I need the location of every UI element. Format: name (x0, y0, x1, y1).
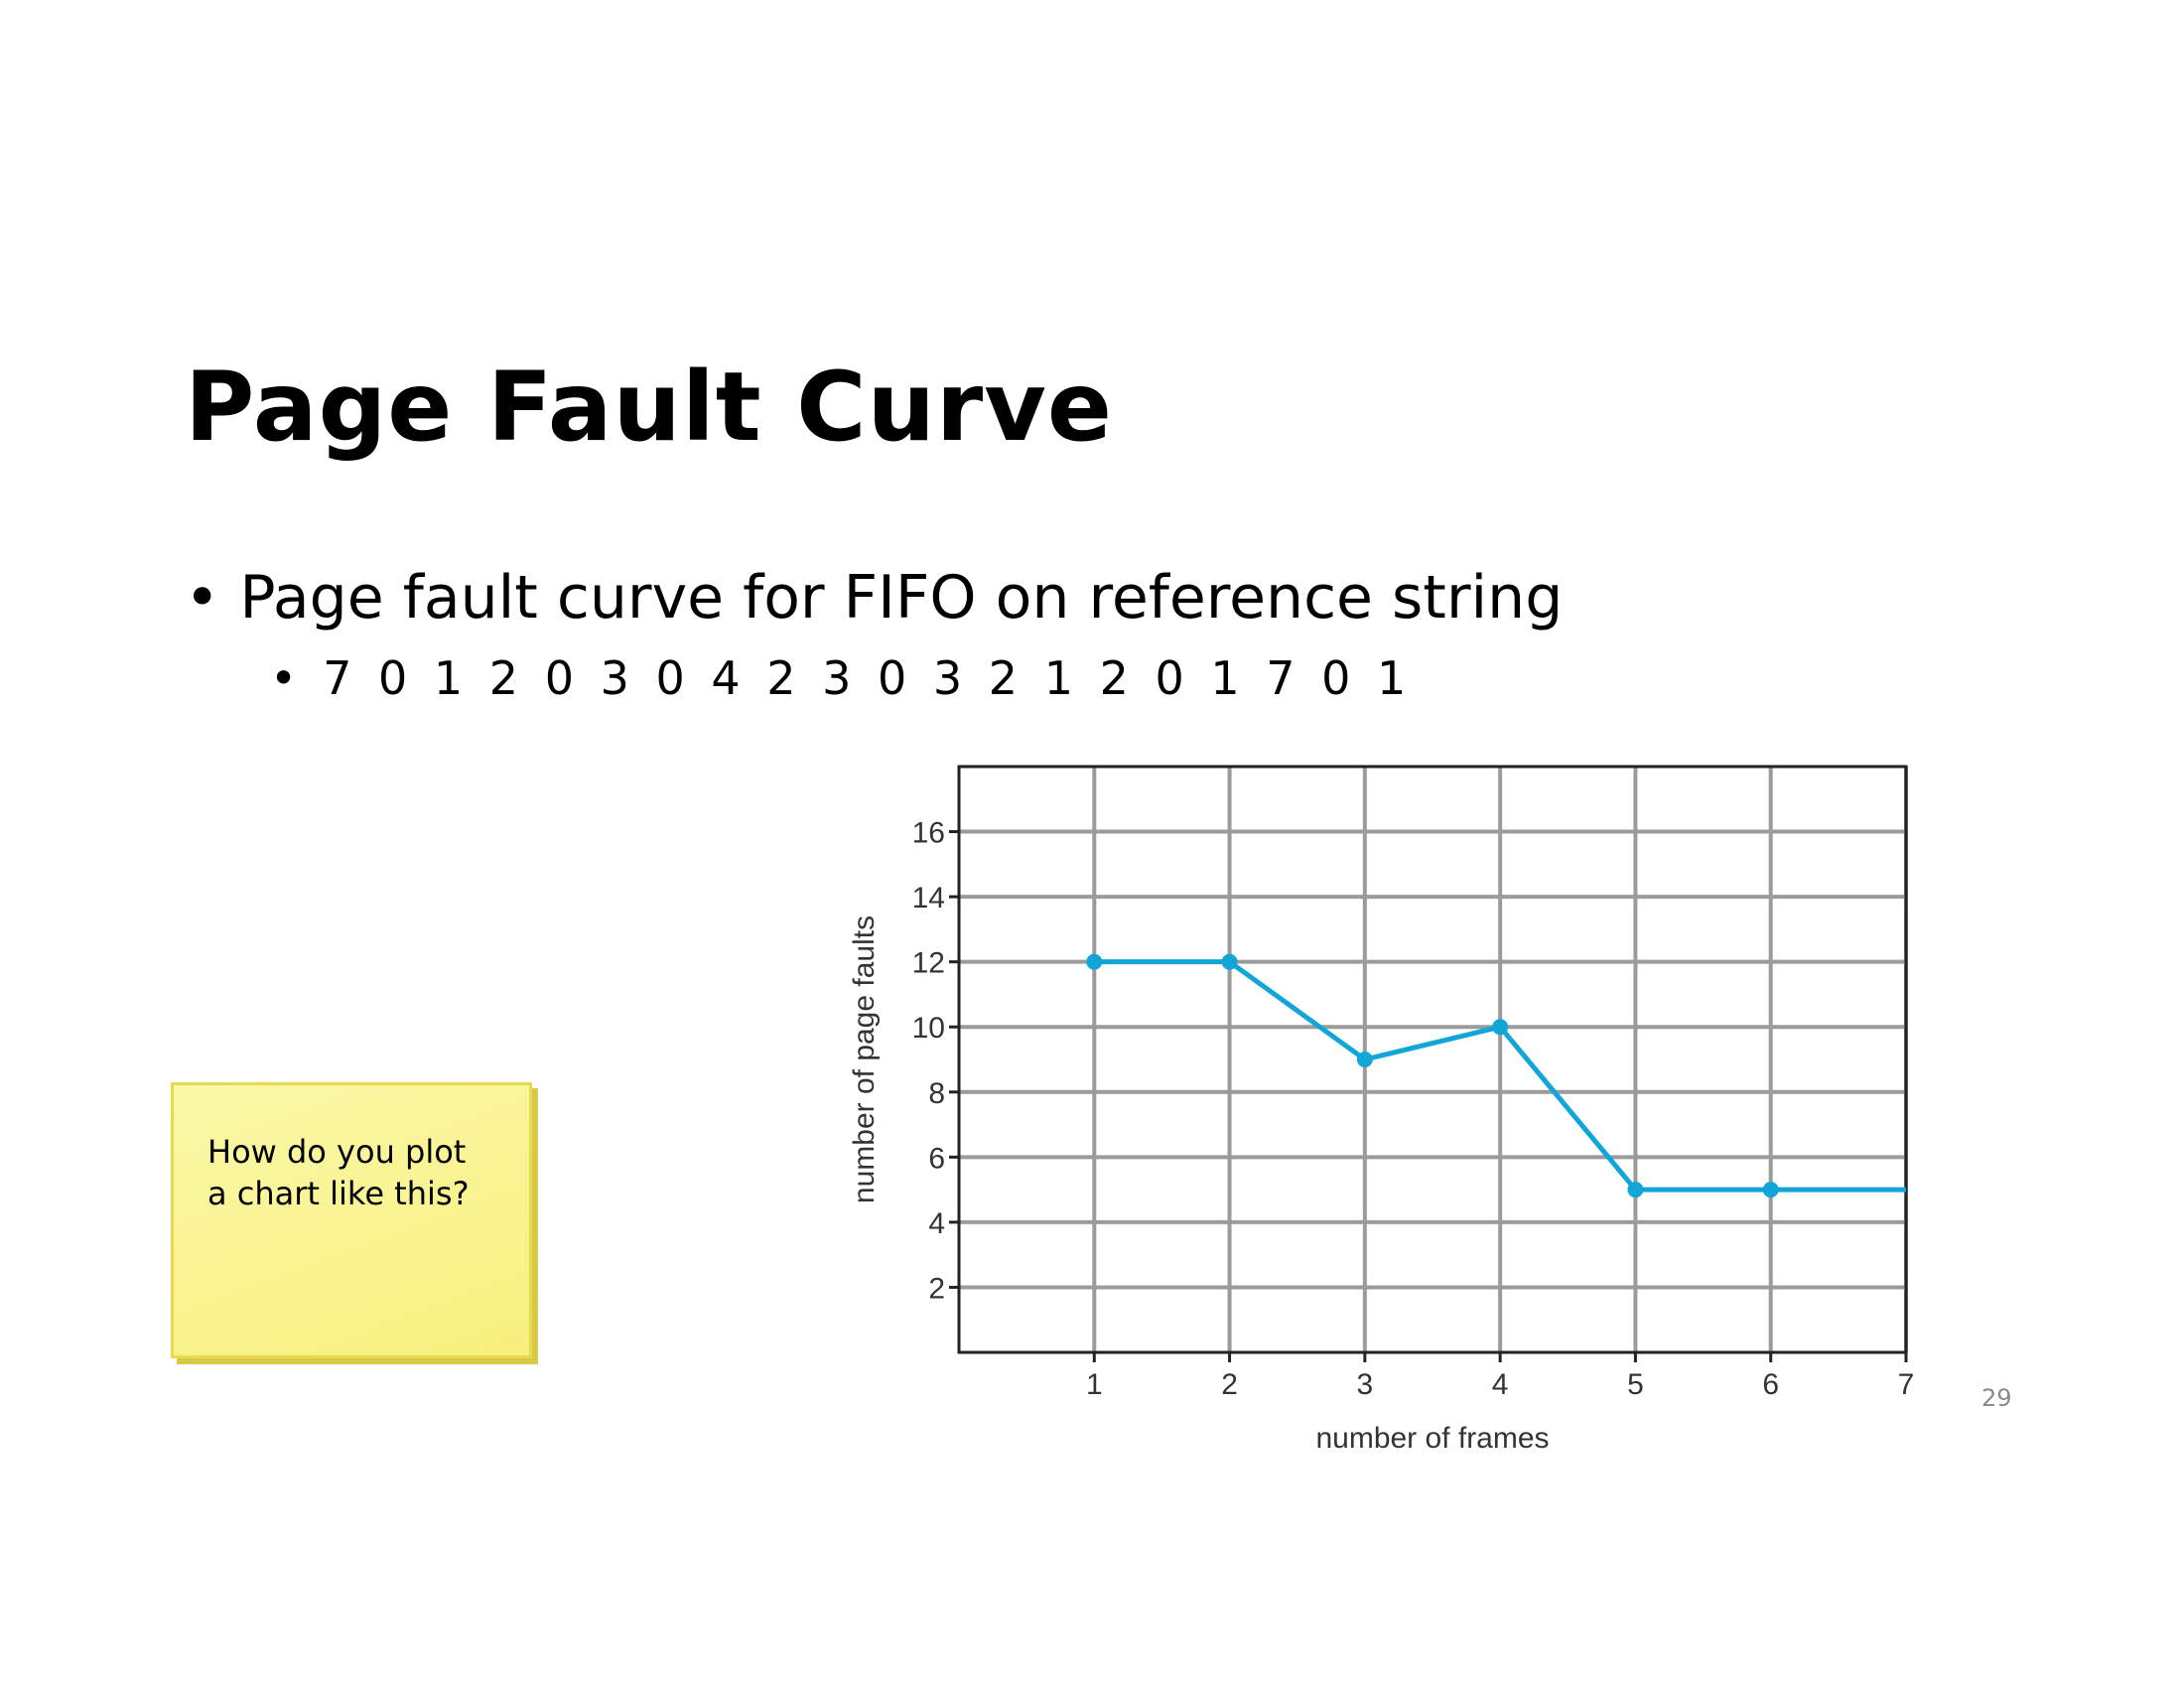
x-tick-label-5: 5 (1627, 1368, 1644, 1401)
grid-lines (959, 767, 1908, 1352)
x-tick-label-2: 2 (1221, 1368, 1238, 1401)
x-tick-label-1: 1 (1086, 1368, 1103, 1401)
y-tick-label-14: 14 (912, 882, 945, 914)
sticky-note-text: How do you plot a chart like this? (207, 1133, 470, 1212)
bullet-reference-string-intro: • Page fault curve for FIFO on reference … (185, 568, 1563, 628)
bullet-reference-string: • 7 0 1 2 0 3 0 4 2 3 0 3 2 1 2 0 1 7 0 1 (270, 655, 1412, 701)
y-tick-label-2: 2 (928, 1272, 945, 1305)
x-tick-label-6: 6 (1762, 1368, 1779, 1401)
data-point-3 (1356, 1052, 1373, 1067)
page-number: 29 (1981, 1384, 2012, 1412)
y-tick-label-12: 12 (912, 947, 945, 980)
plot-frame (957, 765, 1908, 1354)
x-tick-label-7: 7 (1898, 1368, 1915, 1401)
x-tick-label-3: 3 (1357, 1368, 1374, 1401)
bullet-dot: • (270, 651, 304, 705)
x-axis-ticks: 1 2 3 4 5 6 7 (1086, 1352, 1914, 1401)
y-tick-label-16: 16 (912, 817, 945, 850)
x-axis-label: number of frames (1315, 1422, 1549, 1455)
y-axis-label: number of page faults (848, 915, 881, 1203)
data-point-5 (1627, 1182, 1644, 1198)
data-point-2 (1221, 953, 1238, 970)
y-tick-label-8: 8 (928, 1077, 945, 1110)
x-tick-label-4: 4 (1492, 1368, 1509, 1401)
y-tick-label-6: 6 (928, 1142, 945, 1175)
y-axis-ticks: 2 4 6 8 10 12 14 16 (912, 817, 959, 1305)
sticky-note: How do you plot a chart like this? (171, 1082, 532, 1358)
data-point-4 (1492, 1019, 1509, 1036)
data-point-6 (1762, 1182, 1779, 1198)
y-tick-label-4: 4 (928, 1207, 945, 1240)
series (1086, 953, 1906, 1198)
slide-title: Page Fault Curve (185, 352, 1113, 463)
bullet-dot: • (185, 563, 220, 633)
bullet-text: Page fault curve for FIFO on reference s… (239, 563, 1564, 633)
data-point-1 (1086, 953, 1103, 970)
reference-string: 7 0 1 2 0 3 0 4 2 3 0 3 2 1 2 0 1 7 0 1 (323, 651, 1413, 705)
y-tick-label-10: 10 (912, 1012, 945, 1045)
